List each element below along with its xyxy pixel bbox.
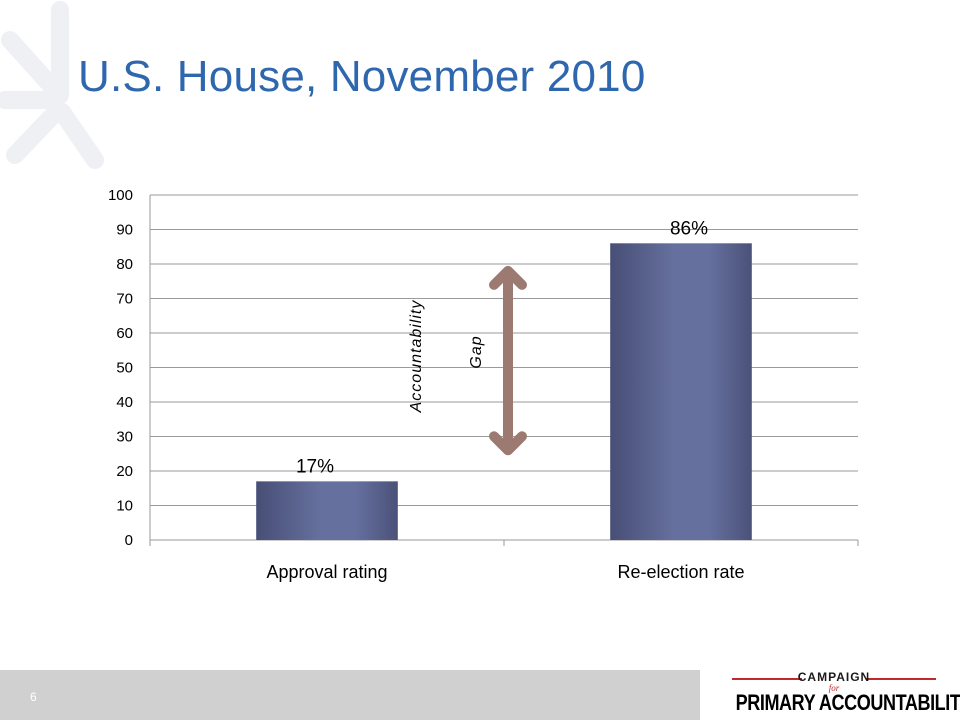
y-tick-label: 0	[125, 532, 133, 549]
asterisk-watermark-icon	[0, 1, 104, 169]
y-tick-label: 100	[108, 187, 133, 204]
y-tick-label: 10	[116, 498, 133, 515]
y-tick-label: 20	[116, 463, 133, 480]
y-tick-label: 40	[116, 394, 133, 411]
slide-title: U.S. House, November 2010	[78, 52, 646, 101]
y-tick-label: 80	[116, 256, 133, 273]
campaign-logo: CAMPAIGN for PRIMARY ACCOUNTABILITY	[714, 662, 960, 720]
data-label: 86%	[670, 218, 708, 239]
logo-for-text: for	[828, 683, 840, 693]
y-tick-label: 50	[116, 360, 133, 377]
logo-top-text: CAMPAIGN	[797, 670, 871, 684]
bar	[610, 243, 752, 541]
page-number: 6	[30, 690, 37, 704]
gap-annotation-line-1: Accountability	[408, 300, 425, 414]
y-tick-label: 30	[116, 429, 133, 446]
gap-annotation-line-2: Gap	[468, 335, 485, 368]
y-tick-label: 70	[116, 291, 133, 308]
bar	[256, 481, 398, 540]
data-label: 17%	[296, 456, 334, 477]
y-tick-label: 60	[116, 325, 133, 342]
footer-bar	[0, 670, 700, 720]
gap-double-arrow-icon	[489, 265, 527, 456]
x-category-label: Approval rating	[266, 562, 387, 582]
y-tick-label: 90	[116, 222, 133, 239]
logo-main-text: PRIMARY ACCOUNTABILITY	[735, 690, 960, 715]
x-category-label: Re-election rate	[617, 562, 744, 582]
